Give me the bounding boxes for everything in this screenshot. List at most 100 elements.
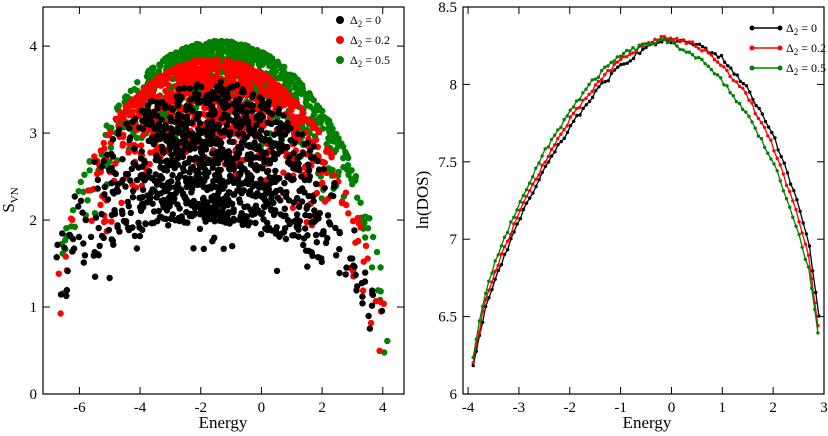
dos-point bbox=[621, 55, 626, 59]
dos-point bbox=[540, 170, 544, 175]
right-y-axis-label: ln(DOS) bbox=[413, 171, 432, 230]
scatter-point bbox=[149, 65, 156, 72]
scatter-point bbox=[127, 134, 134, 141]
scatter-point bbox=[128, 165, 135, 173]
dos-point bbox=[706, 64, 710, 68]
scatter-point bbox=[294, 130, 301, 137]
dos-point bbox=[782, 161, 786, 165]
dos-point bbox=[638, 51, 642, 56]
scatter-point bbox=[204, 157, 211, 165]
scatter-point bbox=[179, 153, 187, 161]
scatter-point bbox=[129, 187, 137, 195]
dos-point bbox=[756, 134, 761, 138]
scatter-point bbox=[358, 279, 366, 287]
dos-point bbox=[631, 46, 635, 50]
x-tick-label: -2 bbox=[564, 400, 577, 416]
dos-point bbox=[568, 115, 572, 119]
scatter-point bbox=[251, 54, 258, 62]
scatter-point bbox=[295, 203, 303, 210]
scatter-point bbox=[376, 347, 383, 354]
scatter-point bbox=[305, 167, 313, 174]
scatter-point bbox=[175, 187, 182, 194]
dos-point bbox=[625, 55, 629, 59]
scatter-point bbox=[323, 148, 330, 155]
scatter-point bbox=[324, 119, 332, 127]
dos-point bbox=[775, 169, 779, 173]
scatter-point bbox=[259, 150, 266, 158]
legend-label: Δ2 = 0.5 bbox=[350, 53, 390, 69]
dos-point bbox=[556, 143, 560, 147]
dos-point bbox=[549, 137, 554, 142]
scatter-point bbox=[234, 149, 241, 156]
scatter-point bbox=[195, 91, 202, 99]
scatter-point bbox=[126, 125, 133, 132]
scatter-point bbox=[301, 176, 309, 184]
scatter-point bbox=[155, 207, 163, 215]
scatter-point bbox=[226, 209, 233, 216]
dos-point bbox=[788, 189, 792, 194]
dos-point bbox=[477, 319, 482, 323]
dos-point bbox=[741, 82, 746, 86]
scatter-point bbox=[273, 224, 280, 231]
x-tick-label: 0 bbox=[668, 400, 676, 416]
scatter-point bbox=[199, 59, 206, 66]
scatter-point bbox=[209, 75, 216, 82]
scatter-point bbox=[84, 197, 91, 204]
scatter-point bbox=[188, 189, 195, 196]
left-legend: Δ2 = 0Δ2 = 0.2Δ2 = 0.5 bbox=[336, 13, 390, 69]
scatter-point bbox=[216, 140, 224, 147]
scatter-point bbox=[125, 149, 132, 156]
scatter-point bbox=[105, 131, 113, 139]
scatter-point bbox=[365, 312, 372, 320]
scatter-point bbox=[146, 160, 153, 168]
scatter-point bbox=[314, 254, 322, 261]
scatter-point bbox=[249, 183, 256, 190]
dos-point bbox=[797, 220, 801, 224]
scatter-point bbox=[284, 173, 291, 181]
dos-point bbox=[606, 79, 610, 83]
scatter-point bbox=[108, 180, 115, 187]
scatter-point bbox=[138, 91, 146, 98]
scatter-point bbox=[159, 175, 166, 182]
scatter-point bbox=[333, 252, 340, 259]
scatter-point bbox=[69, 216, 76, 223]
scatter-point bbox=[238, 49, 246, 57]
scatter-point bbox=[364, 255, 371, 262]
dos-point bbox=[791, 215, 795, 219]
legend-marker bbox=[336, 56, 344, 64]
scatter-point bbox=[285, 92, 292, 100]
scatter-point bbox=[155, 93, 162, 100]
dos-point bbox=[728, 90, 732, 95]
scatter-point bbox=[211, 107, 218, 114]
scatter-point bbox=[80, 259, 88, 266]
dos-point bbox=[709, 67, 713, 72]
scatter-point bbox=[201, 104, 208, 112]
legend-value: = 0 bbox=[365, 13, 381, 27]
dos-point bbox=[760, 112, 764, 116]
dos-point bbox=[697, 55, 701, 60]
dos-point bbox=[584, 96, 588, 101]
scatter-point bbox=[280, 169, 287, 176]
scatter-point bbox=[236, 199, 244, 206]
scatter-point bbox=[313, 239, 320, 246]
scatter-point bbox=[136, 204, 144, 211]
scatter-point bbox=[290, 199, 297, 206]
dos-point bbox=[543, 164, 548, 168]
dos-point bbox=[750, 101, 754, 105]
dos-point bbox=[766, 134, 770, 138]
dos-point bbox=[493, 259, 497, 263]
dos-point bbox=[487, 288, 491, 292]
dos-point bbox=[681, 48, 685, 52]
scatter-point bbox=[336, 269, 343, 277]
legend-value: = 0.5 bbox=[801, 61, 826, 75]
dos-point bbox=[700, 45, 705, 49]
scatter-point bbox=[180, 167, 188, 175]
scatter-point bbox=[63, 286, 71, 294]
scatter-point bbox=[91, 273, 99, 280]
dos-point bbox=[735, 73, 739, 77]
scatter-point bbox=[169, 156, 176, 163]
scatter-point bbox=[164, 69, 171, 76]
scatter-point bbox=[306, 173, 314, 180]
dos-point bbox=[810, 269, 815, 273]
